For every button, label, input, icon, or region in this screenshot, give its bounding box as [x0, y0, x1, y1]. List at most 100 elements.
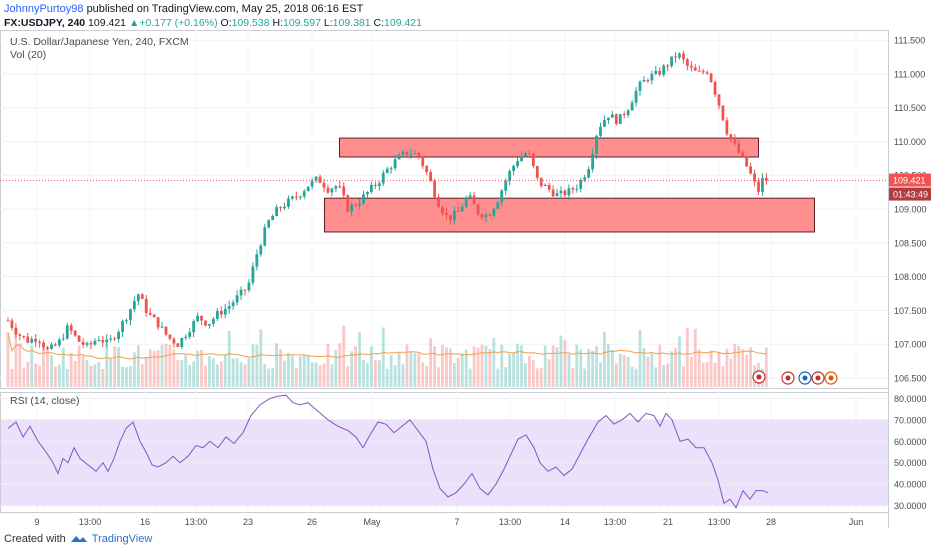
volume-bar — [721, 366, 725, 387]
time-tick-label: Jun — [849, 517, 864, 527]
candle-body — [354, 204, 357, 206]
candle-body — [144, 298, 148, 313]
volume-bar — [587, 348, 591, 387]
footer: Created with TradingView — [4, 533, 152, 545]
zone-resistance[interactable] — [339, 137, 759, 158]
volume-bar — [144, 358, 148, 387]
time-tick-label: 13:00 — [185, 517, 208, 527]
candle-body — [69, 325, 73, 331]
volume-bar — [18, 343, 22, 387]
event-dot-icon — [785, 375, 791, 381]
candle-body — [50, 344, 53, 349]
time-tick-label: 13:00 — [708, 517, 731, 527]
candle-body — [452, 210, 456, 221]
candle-body — [334, 186, 338, 189]
volume-bar — [314, 362, 318, 387]
candle-body — [34, 338, 38, 342]
time-tick-label: 16 — [140, 517, 150, 527]
volume-bar — [22, 367, 26, 387]
volume-bar — [472, 346, 476, 387]
candle-body — [172, 338, 176, 344]
candle-body — [449, 215, 452, 221]
volume-bar — [520, 345, 523, 387]
current-price-tag — [889, 173, 931, 187]
volume-bar — [765, 347, 768, 387]
candle-body — [626, 110, 630, 116]
candle-body — [192, 321, 196, 333]
candle-body — [243, 289, 247, 291]
volume-bar — [437, 367, 440, 387]
volume-bar — [456, 357, 460, 387]
candle-body — [212, 318, 215, 324]
candle-body — [524, 153, 527, 157]
candle-body — [642, 80, 646, 82]
candle-body — [22, 335, 26, 337]
volume-bar — [689, 356, 693, 387]
rsi-line — [7, 394, 769, 509]
candle-body — [460, 206, 464, 212]
volume-bar — [701, 362, 705, 387]
volume-bar — [298, 356, 302, 387]
candle-body — [646, 80, 650, 82]
candle-body — [377, 183, 381, 186]
candle-body — [397, 154, 401, 160]
candle-body — [607, 117, 610, 121]
volume-bar — [89, 365, 93, 387]
candle-body — [121, 320, 124, 332]
volume-bar — [184, 354, 188, 387]
volume-bar — [441, 345, 444, 387]
volume-bar — [362, 359, 365, 387]
rsi-tick-label: 70.0000 — [894, 415, 927, 425]
candle-body — [425, 166, 429, 173]
candle-body — [476, 204, 480, 215]
candle-body — [737, 143, 741, 153]
volume-bar — [709, 350, 713, 387]
rsi-tick-label: 80.0000 — [894, 394, 927, 404]
volume-bar — [512, 352, 515, 387]
volume-bar — [599, 362, 602, 387]
volume-bar — [243, 364, 247, 387]
candle-body — [531, 153, 535, 166]
candle-body — [701, 71, 705, 73]
volume-bar — [156, 349, 160, 387]
candle-body — [729, 134, 733, 140]
volume-bar — [373, 359, 377, 387]
tradingview-brand[interactable]: TradingView — [91, 533, 153, 545]
volume-bar — [310, 362, 314, 387]
price-tick-label: 109.000 — [894, 205, 927, 215]
rsi-tick-label: 50.0000 — [894, 458, 927, 468]
candle-body — [125, 320, 128, 322]
volume-bar — [231, 358, 235, 387]
volume-bar — [393, 365, 397, 387]
time-tick-label: 14 — [560, 517, 570, 527]
zone-support[interactable] — [324, 197, 815, 233]
author-link[interactable]: JohnnyPurtoy98 — [4, 3, 84, 15]
volume-bar — [745, 355, 749, 387]
rsi-legend: RSI (14, close) — [10, 395, 80, 407]
volume-bar — [504, 367, 508, 387]
candle-body — [148, 312, 152, 315]
candle-body — [314, 176, 318, 181]
volume-bar — [409, 352, 413, 387]
candle-body — [89, 343, 93, 345]
candle-body — [133, 301, 136, 310]
price-tick-label: 110.000 — [894, 137, 926, 147]
price-tick-label: 107.000 — [894, 340, 927, 350]
volume-bar — [263, 364, 267, 387]
volume-bar — [61, 347, 65, 387]
candle-body — [492, 208, 496, 216]
candle-body — [101, 340, 105, 343]
volume-bar — [196, 350, 199, 387]
candle-body — [429, 172, 433, 182]
candle-body — [318, 176, 322, 183]
candle-body — [610, 114, 614, 118]
candle-body — [14, 327, 18, 335]
volume-bar — [251, 344, 255, 387]
volume-bar — [421, 362, 425, 387]
candle-body — [670, 56, 673, 67]
volume-bar — [662, 365, 666, 387]
volume-bar — [121, 366, 124, 387]
candle-body — [456, 210, 460, 212]
